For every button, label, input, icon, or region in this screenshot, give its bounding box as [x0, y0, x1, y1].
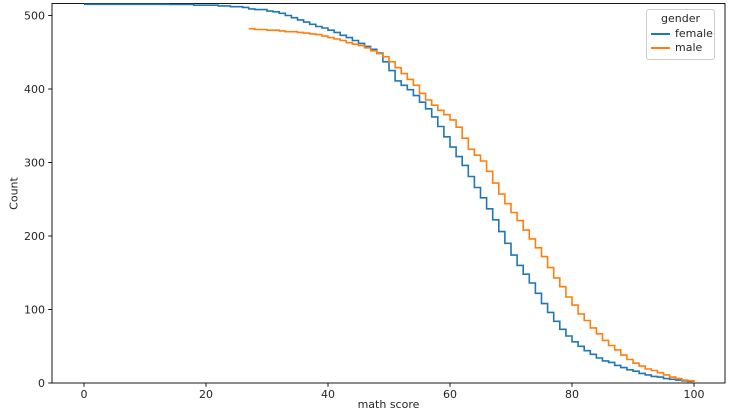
legend: gender female male: [646, 9, 715, 60]
y-tick-label: 500: [24, 9, 45, 22]
legend-label-female: female: [675, 27, 713, 40]
x-tick-label: 0: [81, 388, 88, 401]
ecdf-line-female: [84, 3, 695, 383]
axes-spines: [51, 3, 726, 384]
x-tick-label: 40: [321, 388, 335, 401]
y-tick-label: 400: [24, 83, 45, 96]
y-axis-label: Count: [7, 177, 21, 210]
x-tick-label: 20: [199, 388, 213, 401]
ecdf-line-male: [248, 27, 695, 383]
x-tick-label: 100: [684, 388, 705, 401]
legend-title: gender: [661, 12, 700, 25]
y-tick-label: 0: [38, 377, 45, 390]
y-tick-label: 300: [24, 156, 45, 169]
y-tick-label: 200: [24, 230, 45, 243]
x-axis-label: math score: [357, 398, 420, 411]
x-tick-label: 80: [565, 388, 579, 401]
legend-entry-male: male: [651, 41, 710, 55]
female-line-swatch-icon: [651, 33, 670, 35]
x-tick-label: 60: [443, 388, 457, 401]
legend-label-male: male: [675, 41, 703, 54]
legend-entry-female: female: [651, 27, 713, 41]
male-line-swatch-icon: [651, 47, 670, 49]
y-tick-label: 100: [24, 303, 45, 316]
